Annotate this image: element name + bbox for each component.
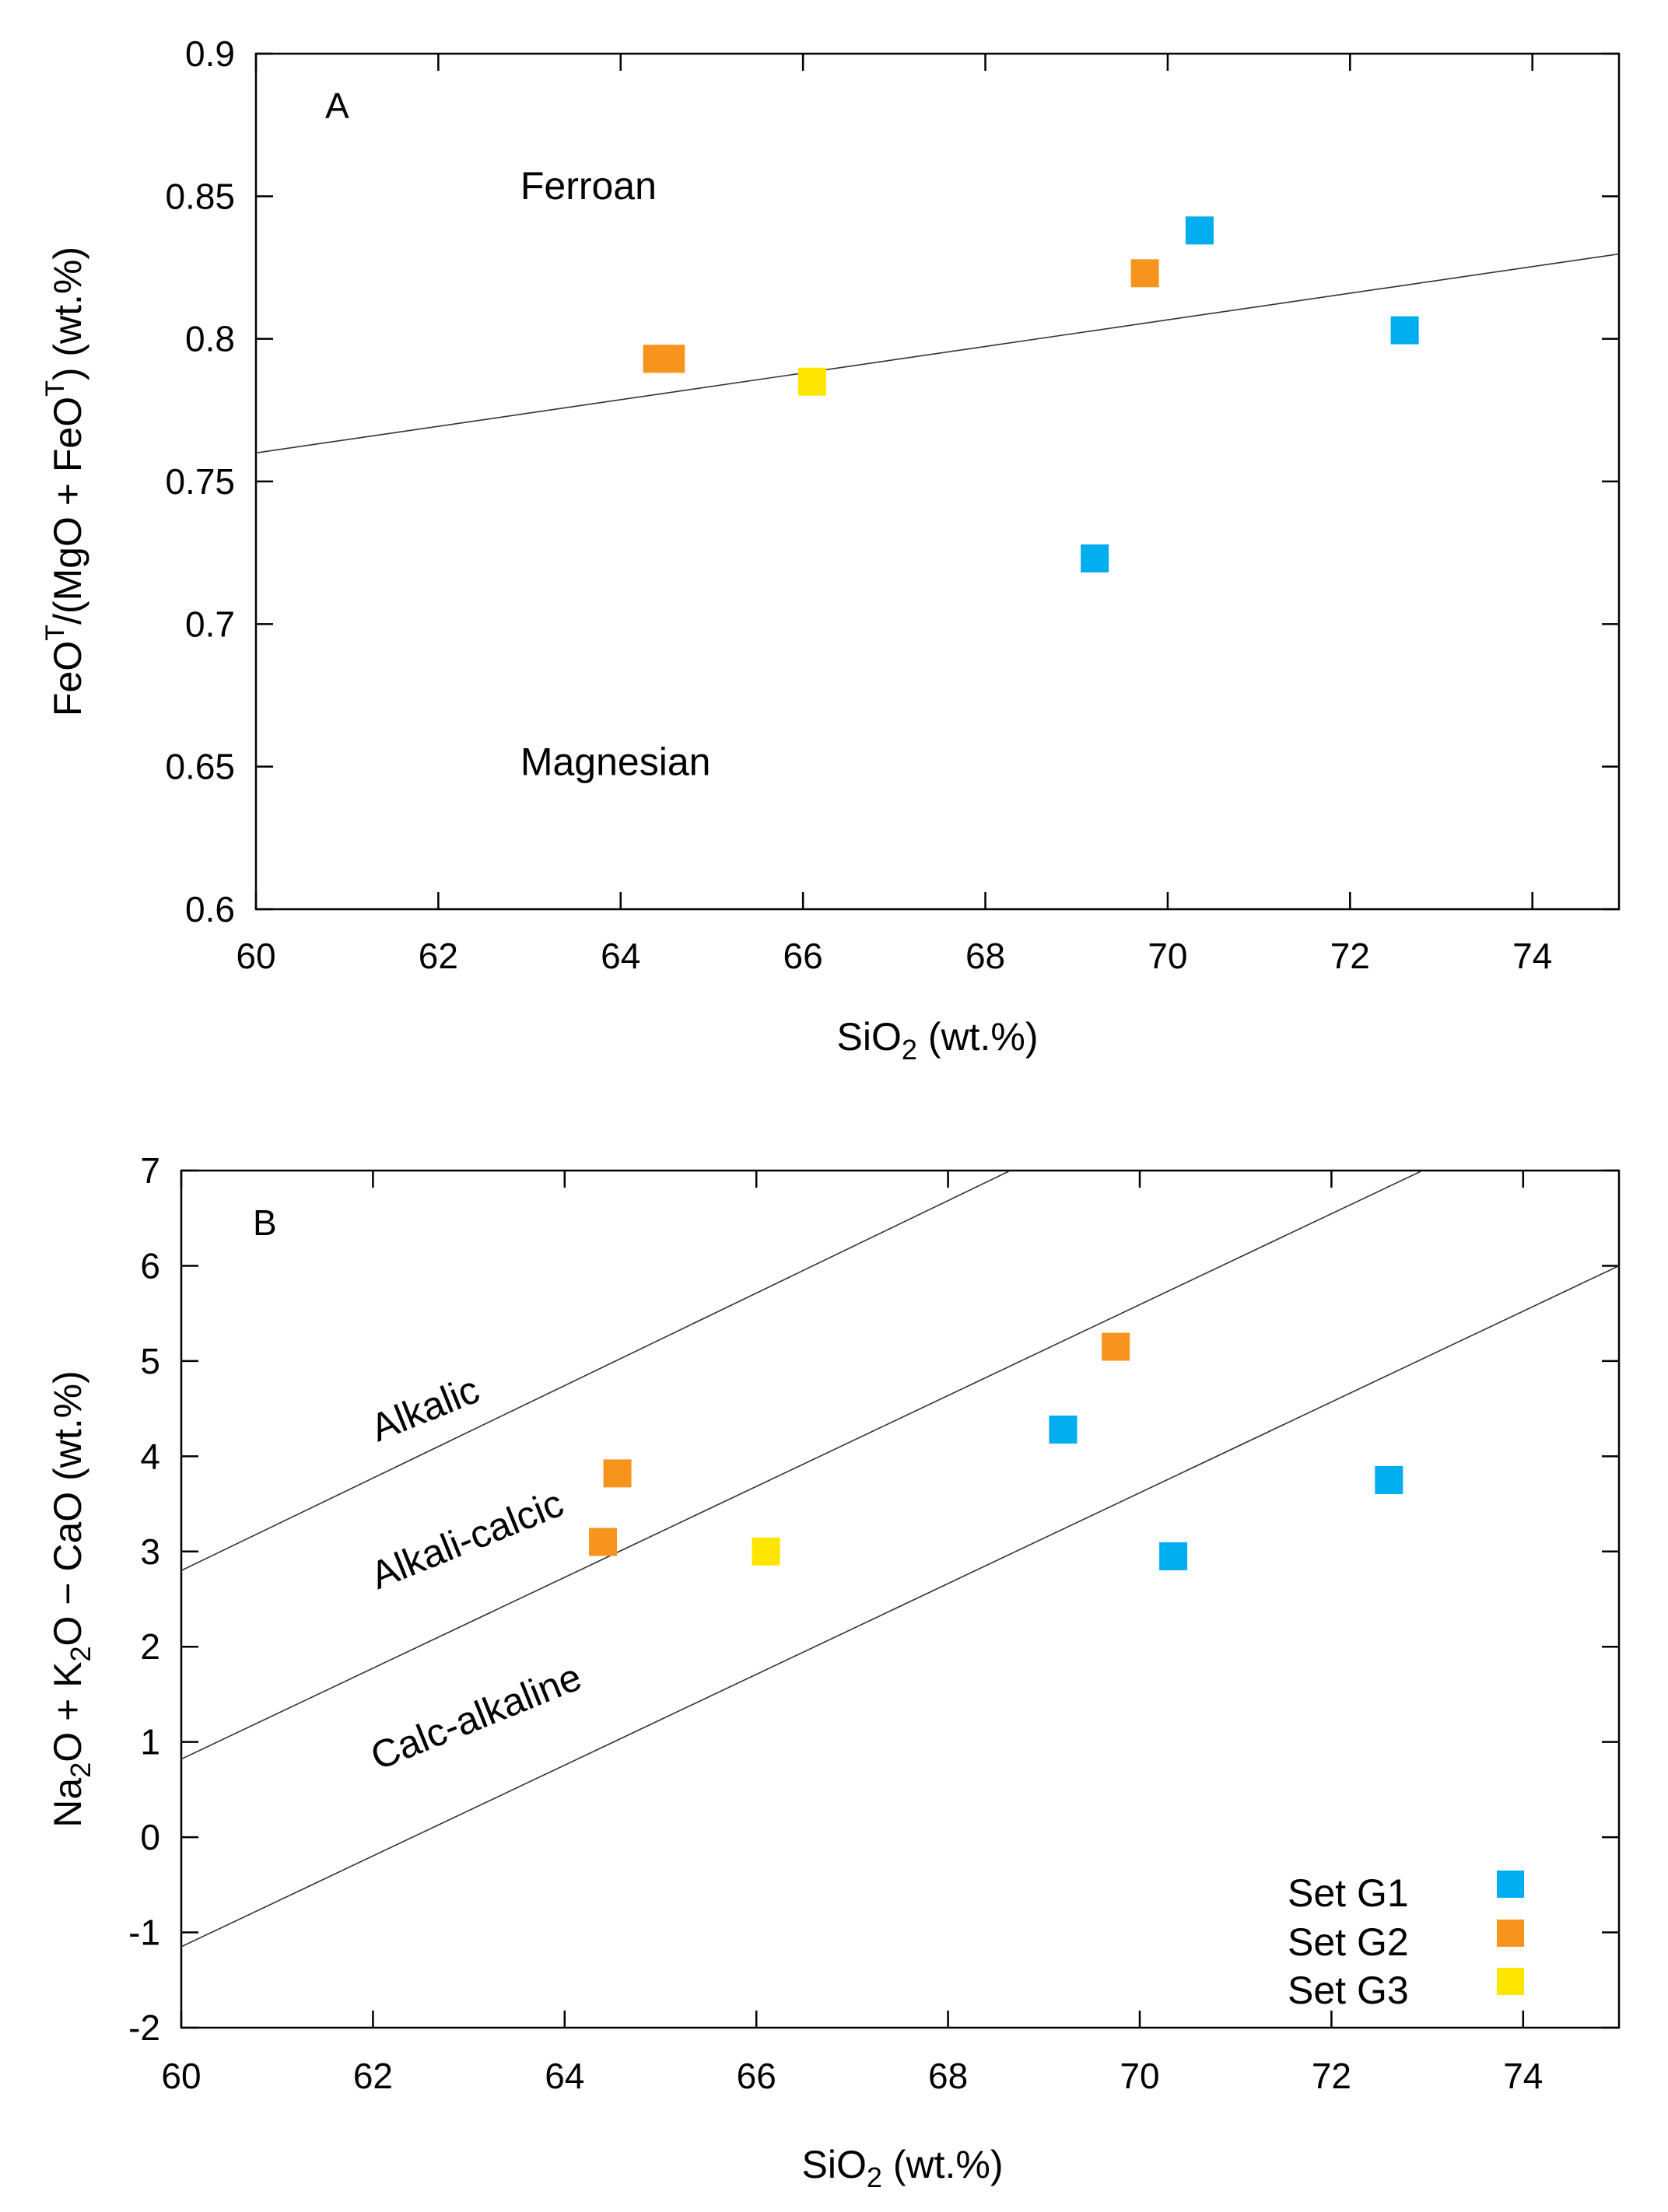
panel-a-x-tick-label: 60 (236, 936, 275, 976)
panel-a-y-tick-label: 0.9 (185, 33, 235, 74)
panel-a-plot-frame (254, 52, 1621, 911)
panel-a-data-points (643, 216, 1419, 572)
panel-a-data-point-set-g3 (797, 367, 826, 396)
panel-b-y-tick-label: 0 (140, 1817, 160, 1857)
panel-a-data-point-set-g2 (643, 345, 671, 373)
panel-a-region-label-ferroan: Ferroan (520, 164, 657, 208)
panel-a-data-point-set-g1 (1081, 544, 1109, 572)
panel-b-data-point-set-g1 (1375, 1465, 1403, 1494)
panel-b-y-tick-label: 5 (140, 1341, 160, 1381)
panel-a-x-tick-label: 74 (1512, 936, 1552, 976)
panel-b-data-point-set-g1 (1049, 1416, 1078, 1444)
panel-b-tick-labels: 60 62 64 66 68 70 72 74 -2 -1 0 1 2 3 4 5 6 7 (128, 1150, 1543, 2096)
panel-b-data-point-set-g2 (589, 1528, 618, 1556)
panel-b-y-tick-label: 7 (140, 1150, 160, 1191)
panel-b-x-tick-label: 70 (1120, 2056, 1159, 2096)
panel-a-x-tick-label: 66 (783, 936, 823, 976)
panel-b-region-label-alkalic: Alkalic (365, 1367, 485, 1450)
panel-a-x-tick-label: 72 (1330, 936, 1370, 976)
panel-b-region-labels: Alkalic Alkali-calcic Calc-alkaline (365, 1367, 587, 1778)
panel-b-letter: B (253, 1202, 277, 1243)
panel-a-y-tick-label: 0.65 (165, 747, 235, 787)
panel-b-y-tick-label: -1 (128, 1913, 160, 1953)
legend-label-set-g3: Set G3 (1288, 1969, 1409, 2012)
panel-a-y-tick-label: 0.85 (165, 176, 235, 216)
panel-a-tick-labels: 60 62 64 66 68 70 72 74 0.6 0.65 0.7 0.75 0.8 0.85 0.9 (165, 33, 1552, 976)
panel-b-ticks (180, 1169, 1619, 2029)
legend-swatch-set-g3 (1497, 1968, 1524, 1995)
panel-a-y-tick-label: 0.8 (185, 319, 235, 359)
panel-b-data-point-set-g2 (603, 1459, 632, 1488)
panel-a: 60 62 64 66 68 70 72 74 0.6 0.65 0.7 0.75 0.8 0.85 0.9… (40, 33, 1621, 1066)
panel-b-y-tick-label: 2 (140, 1626, 160, 1667)
legend-label-set-g1: Set G1 (1288, 1871, 1409, 1915)
panel-a-y-tick-label: 0.75 (165, 461, 235, 502)
panel-b-x-tick-label: 60 (161, 2056, 201, 2096)
panel-b-x-tick-label: 64 (545, 2056, 584, 2096)
panel-b-plot-frame (180, 1169, 1621, 2029)
panel-a-data-point-set-g1 (1390, 316, 1419, 345)
panel-b-x-tick-label: 66 (737, 2056, 776, 2096)
panel-b-x-tick-label: 62 (353, 2056, 393, 2096)
panel-a-x-tick-label: 64 (601, 936, 640, 976)
panel-a-letter: A (325, 86, 349, 126)
legend: Set G1 Set G2 Set G3 (1288, 1871, 1524, 2012)
panel-a-y-tick-label: 0.7 (185, 604, 235, 644)
legend-swatch-set-g1 (1497, 1871, 1524, 1898)
panel-b-x-tick-label: 68 (928, 2056, 968, 2096)
panel-a-y-axis-title: FeOT/(MgO + FeOT) (wt.%) (40, 247, 89, 716)
legend-label-set-g2: Set G2 (1288, 1920, 1409, 1964)
panel-b-data-point-set-g1 (1159, 1542, 1188, 1570)
panel-b-y-axis-title: Na2O + K2O − CaO (wt.%) (46, 1370, 96, 1827)
panel-a-region-label-magnesian: Magnesian (520, 740, 711, 784)
panel-b-y-tick-label: -2 (128, 2007, 160, 2048)
panel-a-x-tick-label: 70 (1148, 936, 1187, 976)
panel-a-boundaries (256, 253, 1619, 454)
panel-a-ticks (254, 52, 1619, 911)
panel-a-data-point-set-g2 (1130, 259, 1159, 288)
panel-a-x-tick-label: 68 (965, 936, 1005, 976)
panel-b-y-tick-label: 1 (140, 1722, 160, 1762)
panel-b-y-tick-label: 6 (140, 1245, 160, 1286)
panel-b-data-point-set-g2 (1102, 1332, 1130, 1361)
panel-a-x-tick-label: 62 (419, 936, 458, 976)
panel-b-region-label-alkali-calcic: Alkali-calcic (365, 1481, 569, 1598)
panel-a-x-axis-title: SiO2 (wt.%) (837, 1015, 1039, 1066)
panel-b-data-point-set-g3 (752, 1537, 780, 1566)
panel-b-alkali-calcic-boundary-line (181, 1171, 1423, 1760)
panel-b-y-tick-label: 3 (140, 1531, 160, 1572)
panel-b-data-points (589, 1332, 1403, 1570)
panel-a-ferroan-magnesian-boundary-line (256, 253, 1619, 454)
panel-b-y-tick-label: 4 (140, 1436, 160, 1476)
panel-b-alkalic-boundary-line (181, 1171, 1011, 1571)
panel-a-y-tick-label: 0.6 (185, 889, 235, 929)
panel-b-calc-alkaline-boundary-line (181, 1265, 1619, 1948)
legend-swatch-set-g2 (1497, 1920, 1524, 1947)
panel-b-boundaries (181, 1171, 1619, 1948)
panel-a-data-point-set-g1 (1185, 216, 1214, 245)
panel-b-x-tick-label: 72 (1312, 2056, 1351, 2096)
panel-b-x-tick-label: 74 (1503, 2056, 1543, 2096)
panel-b-region-label-calc-alkaline: Calc-alkaline (365, 1654, 587, 1778)
panel-b-x-axis-title: SiO2 (wt.%) (802, 2143, 1004, 2193)
panel-a-region-labels: Ferroan Magnesian (520, 164, 711, 784)
